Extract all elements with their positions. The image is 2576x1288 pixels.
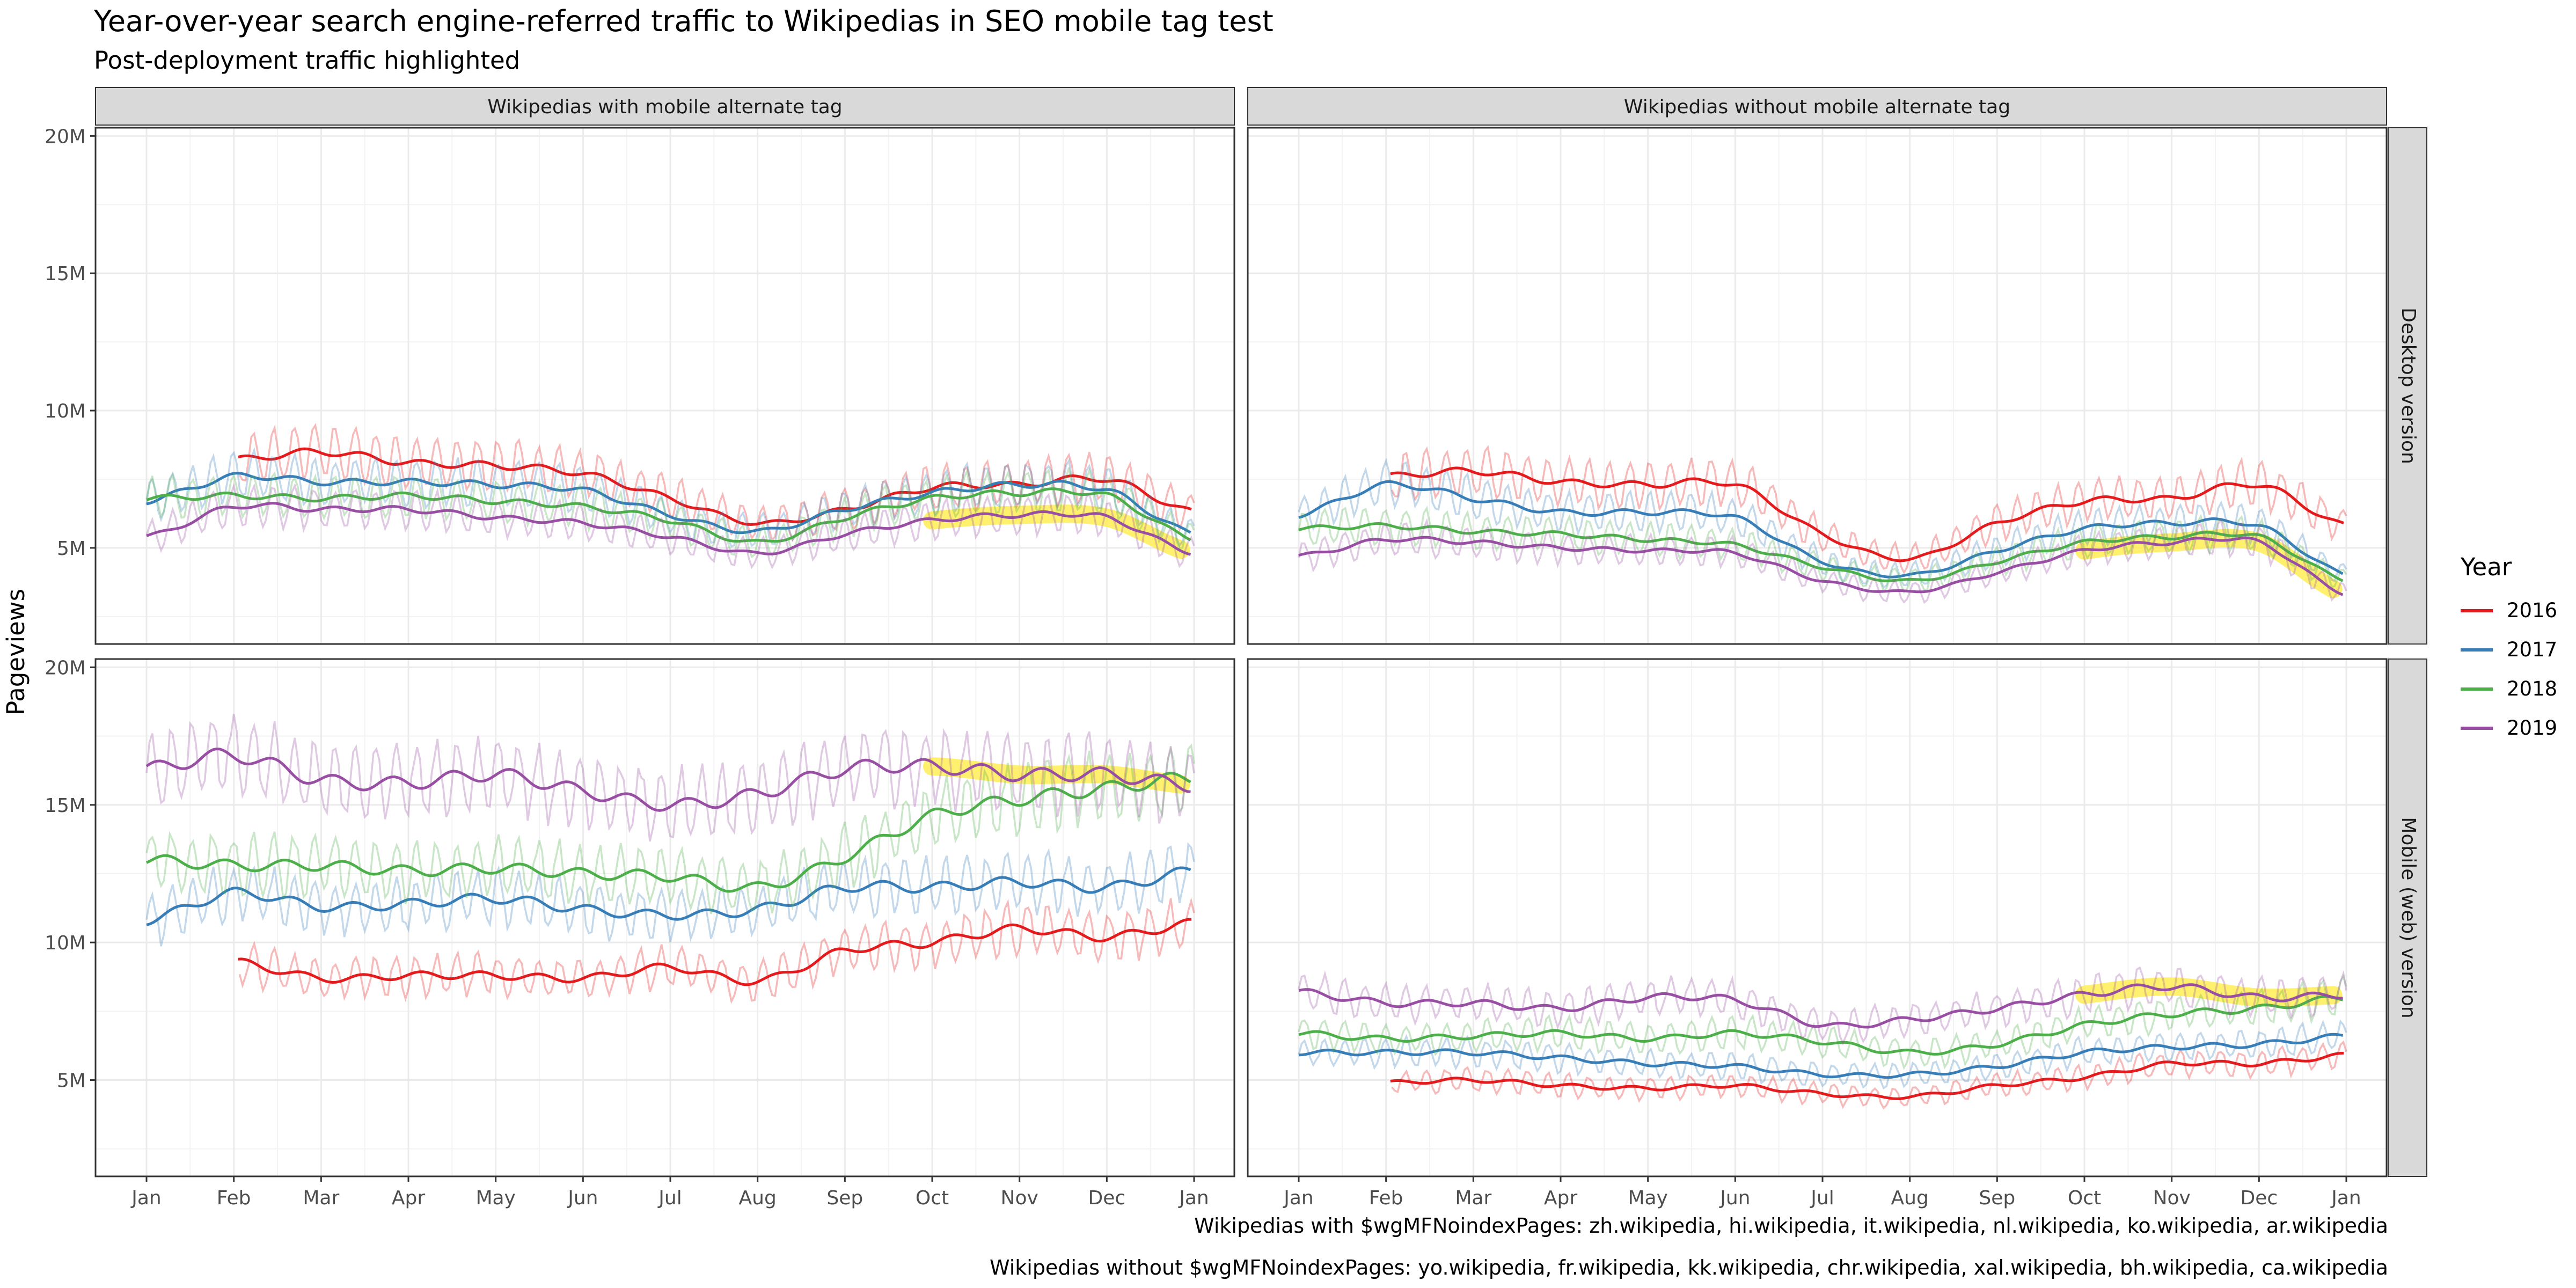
x-tick-label: Apr (1544, 1187, 1577, 1209)
x-tick-label: Dec (2240, 1187, 2278, 1209)
y-axis-label: Pageviews (2, 589, 30, 715)
legend-key-2017 (2461, 648, 2493, 652)
facet-label-col: Wikipedias with mobile alternate tag (487, 96, 842, 118)
x-tick-label: Feb (1369, 1187, 1403, 1209)
chart-subtitle: Post-deployment traffic highlighted (94, 46, 521, 75)
y-tick-label: 20M (45, 657, 86, 679)
facet-strip-row (2388, 658, 2427, 1177)
series-2019-line (146, 502, 1191, 556)
series-2019-daily-line (145, 482, 1195, 570)
x-tick-label: Aug (739, 1187, 777, 1209)
legend-item-2019: 2019 (2461, 708, 2557, 748)
series-2016-line (1390, 1051, 2344, 1100)
x-tick-label: Jan (1283, 1187, 1314, 1209)
x-tick-label: Nov (2153, 1187, 2191, 1209)
y-tick-label: 5M (57, 1070, 86, 1092)
y-tick-label: 10M (45, 932, 86, 954)
legend-label-2016: 2016 (2507, 599, 2558, 622)
legend-label-2018: 2018 (2507, 677, 2558, 700)
series-2018-daily-line (145, 467, 1195, 559)
y-tick-label: 15M (45, 263, 86, 285)
panel-background (1248, 659, 2387, 1176)
x-tick-label: Jul (657, 1187, 682, 1209)
x-tick-label: Sep (826, 1187, 863, 1209)
x-tick-label: Feb (217, 1187, 251, 1209)
caption-without-noindex: Wikipedias without $wgMFNoindexPages: yo… (989, 1256, 2388, 1279)
y-tick-label: 5M (57, 538, 86, 560)
series-2016-line (238, 447, 1192, 526)
legend: Year 2016 2017 2018 2019 (2461, 553, 2557, 748)
series-2018-line (146, 487, 1191, 543)
facet-strip-row (2388, 127, 2427, 645)
legend-label-2019: 2019 (2507, 716, 2558, 740)
x-tick-label: Jul (1810, 1187, 1834, 1209)
legend-title: Year (2461, 553, 2512, 581)
panel-border (1247, 658, 2388, 1177)
series-2017-line (146, 866, 1191, 926)
legend-key-2016 (2461, 609, 2493, 612)
legend-key-2019 (2461, 726, 2493, 730)
x-tick-label: Nov (1001, 1187, 1038, 1209)
series-2018-daily-line (145, 743, 1195, 914)
series-2019-daily-line (145, 714, 1195, 842)
panel-border (1247, 127, 2388, 645)
x-tick-label: May (1628, 1187, 1667, 1209)
series-2018-line (1298, 995, 2344, 1056)
panel-0-0 (94, 127, 1235, 645)
x-tick-label: Apr (392, 1187, 425, 1209)
series-2018-daily-line (1298, 974, 2347, 1070)
caption-with-noindex: Wikipedias with $wgMFNoindexPages: zh.wi… (1194, 1214, 2388, 1238)
x-tick-label: Jan (130, 1187, 162, 1209)
y-tick-label: 15M (45, 795, 86, 817)
x-tick-label: Jun (567, 1187, 598, 1209)
series-2019-line (1298, 536, 2344, 596)
x-tick-label: Jan (1178, 1187, 1209, 1209)
panel-border (94, 658, 1235, 1177)
series-2017-line (146, 472, 1191, 535)
series-2018-line (145, 771, 1191, 893)
facet-label-row: Desktop version (2397, 308, 2419, 464)
series-2017-line (1298, 1033, 2343, 1079)
x-tick-label: Dec (1088, 1187, 1125, 1209)
series-2019-line (1298, 983, 2343, 1029)
legend-item-2016: 2016 (2461, 591, 2557, 630)
series-2019-daily-line (1298, 517, 2347, 604)
x-tick-label: May (475, 1187, 515, 1209)
x-tick-label: Mar (1455, 1187, 1491, 1209)
x-tick-label: Jun (1719, 1187, 1750, 1209)
panel-background (1248, 128, 2387, 644)
x-tick-label: Jan (2330, 1187, 2361, 1209)
facet-label-col: Wikipedias without mobile alternate tag (1624, 96, 2010, 118)
series-2018-line (1298, 522, 2344, 582)
panel-background (96, 128, 1234, 644)
x-tick-label: Aug (1891, 1187, 1929, 1209)
series-2019-line (145, 747, 1191, 812)
y-tick-label: 20M (45, 126, 86, 148)
legend-label-2017: 2017 (2507, 638, 2558, 661)
series-2017-line (1298, 480, 2344, 579)
facet-strip-col (95, 87, 1235, 126)
series-2016-line (238, 918, 1192, 986)
panel-border (94, 127, 1235, 645)
series-2016-daily-line (1391, 1040, 2347, 1110)
panel-1-0 (1247, 127, 2388, 645)
y-tick-label: 10M (45, 400, 86, 422)
facet-strip-col (1247, 87, 2387, 126)
series-2017-daily-line (145, 447, 1195, 548)
panel-background (96, 659, 1234, 1176)
x-tick-label: Oct (2068, 1187, 2101, 1209)
legend-item-2018: 2018 (2461, 669, 2557, 708)
panel-0-1 (94, 658, 1235, 1177)
panel-1-1 (1247, 658, 2388, 1177)
x-tick-label: Oct (916, 1187, 949, 1209)
x-tick-label: Sep (1979, 1187, 2015, 1209)
series-2019-daily-line (1298, 966, 2347, 1046)
legend-item-2017: 2017 (2461, 630, 2557, 669)
chart-title: Year-over-year search engine-referred tr… (94, 4, 1274, 38)
facet-label-row: Mobile (web) version (2397, 817, 2419, 1018)
legend-key-2018 (2461, 687, 2493, 691)
x-tick-label: Mar (303, 1187, 339, 1209)
series-2016-line (1390, 466, 2344, 562)
